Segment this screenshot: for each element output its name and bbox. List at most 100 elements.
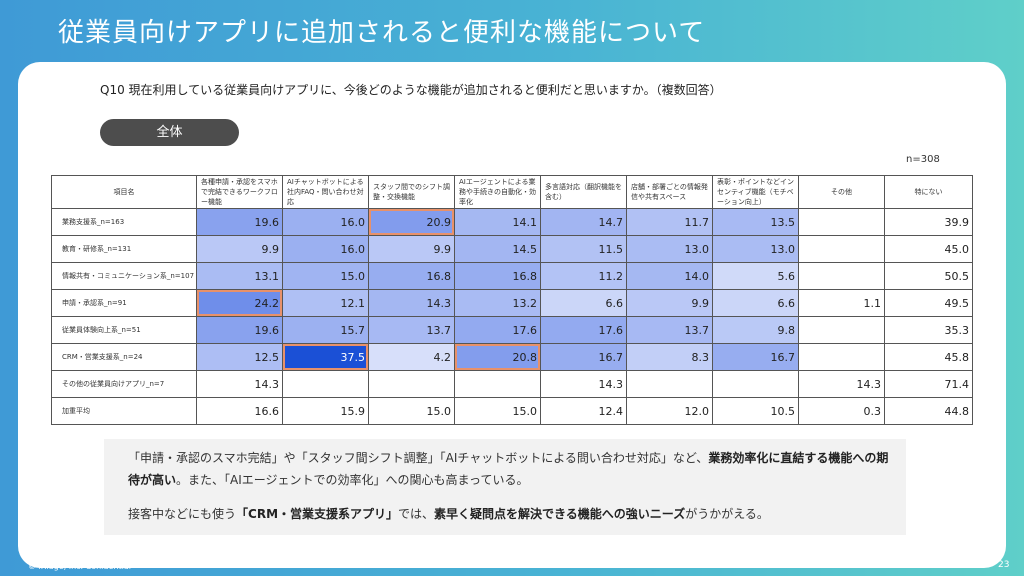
value-cell: 37.5 [282, 343, 369, 371]
column-header: AIチャットボットによる社内FAQ・問い合わせ対応 [282, 175, 369, 209]
value-cell: 11.7 [626, 208, 713, 236]
value-cell: 20.9 [368, 208, 455, 236]
copyright-footer: © iRidge, Inc. Conidential [28, 562, 131, 571]
value-cell: 15.0 [282, 262, 369, 290]
value-cell: 49.5 [884, 289, 973, 317]
value-cell: 39.9 [884, 208, 973, 236]
summary-emphasis: 「CRM・営業支援系アプリ」 [236, 507, 399, 521]
table-row: 情報共有・コミュニケーション系_n=107 13.1 15.0 16.8 16.8 11.… [51, 262, 973, 290]
value-cell: 24.2 [196, 289, 283, 317]
value-cell [798, 316, 885, 344]
value-cell [282, 370, 369, 398]
row-header-cell: 項目名 [51, 175, 197, 209]
value-cell: 13.7 [626, 316, 713, 344]
table-header-row: 項目名 各種申請・承認をスマホで完結できるワークフロー機能 AIチャットボットに… [51, 175, 973, 209]
value-cell: 10.5 [712, 397, 799, 425]
summary-emphasis: 業務効率化に直結する機能への期待が高い [128, 451, 889, 487]
table-row: 従業員体験向上系_n=51 19.6 15.7 13.7 17.6 17.6 13.7 9.8… [51, 316, 973, 344]
value-cell: 13.7 [368, 316, 455, 344]
value-cell: 13.0 [712, 235, 799, 263]
row-label: 申請・承認系_n=91 [51, 289, 197, 317]
value-cell: 6.6 [540, 289, 627, 317]
row-label: CRM・営業支援系_n=24 [51, 343, 197, 371]
value-cell: 9.8 [712, 316, 799, 344]
value-cell: 45.0 [884, 235, 973, 263]
value-cell: 44.8 [884, 397, 973, 425]
value-cell: 12.0 [626, 397, 713, 425]
value-cell [626, 370, 713, 398]
value-cell: 12.4 [540, 397, 627, 425]
value-cell: 13.2 [454, 289, 541, 317]
value-cell [798, 343, 885, 371]
value-cell: 15.7 [282, 316, 369, 344]
row-label: 業務支援系_n=163 [51, 208, 197, 236]
value-cell: 17.6 [454, 316, 541, 344]
value-cell: 9.9 [196, 235, 283, 263]
value-cell: 16.0 [282, 235, 369, 263]
value-cell: 14.3 [368, 289, 455, 317]
summary-line-2: 接客中などにも使う「CRM・営業支援系アプリ」では、素早く疑問点を解決できる機能… [128, 503, 769, 525]
table-row: 教育・研修系_n=131 9.9 16.0 9.9 14.5 11.5 13.0 13.0 45… [51, 235, 973, 263]
value-cell: 5.6 [712, 262, 799, 290]
summary-text: 。また、「AIエージェントでの効率化」への関心も高まっている。 [176, 473, 529, 487]
table-row: 申請・承認系_n=91 24.2 12.1 14.3 13.2 6.6 9.9 6.6 1.1 4… [51, 289, 973, 317]
value-cell: 15.0 [454, 397, 541, 425]
summary-box: 「申請・承認のスマホ完結」や「スタッフ間シフト調整」「AIチャットボットによる問… [104, 439, 906, 535]
value-cell [798, 208, 885, 236]
value-cell: 71.4 [884, 370, 973, 398]
table-row: CRM・営業支援系_n=24 12.5 37.5 4.2 20.8 16.7 8.3 16.7… [51, 343, 973, 371]
question-text: Q10 現在利用している従業員向けアプリに、今後どのような機能が追加されると便利… [100, 83, 722, 97]
page-number: 23 [998, 560, 1010, 570]
summary-text: 「申請・承認のスマホ完結」や「スタッフ間シフト調整」「AIチャットボットによる問… [128, 451, 709, 465]
row-label: 情報共有・コミュニケーション系_n=107 [51, 262, 197, 290]
value-cell [712, 370, 799, 398]
value-cell: 35.3 [884, 316, 973, 344]
row-label: その他の従業員向けアプリ_n=7 [51, 370, 197, 398]
summary-text: 接客中などにも使う [128, 507, 237, 521]
column-header: スタッフ間でのシフト調整・交換機能 [368, 175, 455, 209]
value-cell [798, 262, 885, 290]
column-header: AIエージェントによる業務や手続きの自動化・効率化 [454, 175, 541, 209]
summary-emphasis: 素早く疑問点を解決できる機能への強いニーズ [434, 507, 686, 521]
value-cell: 16.7 [712, 343, 799, 371]
summary-line-1: 「申請・承認のスマホ完結」や「スタッフ間シフト調整」「AIチャットボットによる問… [128, 447, 898, 491]
value-cell: 8.3 [626, 343, 713, 371]
row-label: 加重平均 [51, 397, 197, 425]
value-cell: 14.3 [196, 370, 283, 398]
column-header: 特にない [884, 175, 973, 209]
value-cell: 14.7 [540, 208, 627, 236]
value-cell: 16.0 [282, 208, 369, 236]
heatmap-table: 項目名 各種申請・承認をスマホで完結できるワークフロー機能 AIチャットボットに… [51, 175, 973, 425]
value-cell [454, 370, 541, 398]
value-cell: 4.2 [368, 343, 455, 371]
value-cell: 13.5 [712, 208, 799, 236]
column-header: 表彰・ポイントなどインセンティブ機能（モチベーション向上） [712, 175, 799, 209]
value-cell: 6.6 [712, 289, 799, 317]
value-cell: 16.8 [368, 262, 455, 290]
value-cell: 11.2 [540, 262, 627, 290]
column-header: 各種申請・承認をスマホで完結できるワークフロー機能 [196, 175, 283, 209]
value-cell: 9.9 [626, 289, 713, 317]
value-cell: 14.3 [798, 370, 885, 398]
segment-pill: 全体 [100, 119, 239, 146]
row-label: 教育・研修系_n=131 [51, 235, 197, 263]
value-cell: 17.6 [540, 316, 627, 344]
value-cell: 20.8 [454, 343, 541, 371]
sample-size: n=308 [906, 154, 940, 165]
value-cell: 14.5 [454, 235, 541, 263]
value-cell: 0.3 [798, 397, 885, 425]
value-cell [368, 370, 455, 398]
table-row: 業務支援系_n=163 19.6 16.0 20.9 14.1 14.7 11.7 13.5 3… [51, 208, 973, 236]
table-row: 加重平均 16.6 15.9 15.0 15.0 12.4 12.0 10.5 0.3 44.8 [51, 397, 973, 425]
column-header: 多言語対応（翻訳機能を含む） [540, 175, 627, 209]
value-cell: 14.1 [454, 208, 541, 236]
value-cell: 13.1 [196, 262, 283, 290]
value-cell: 9.9 [368, 235, 455, 263]
value-cell: 11.5 [540, 235, 627, 263]
value-cell: 1.1 [798, 289, 885, 317]
value-cell: 15.9 [282, 397, 369, 425]
value-cell: 19.6 [196, 316, 283, 344]
column-header: 店舗・部署ごとの情報発信や共有スペース [626, 175, 713, 209]
value-cell: 14.3 [540, 370, 627, 398]
summary-text: では、 [398, 507, 435, 521]
